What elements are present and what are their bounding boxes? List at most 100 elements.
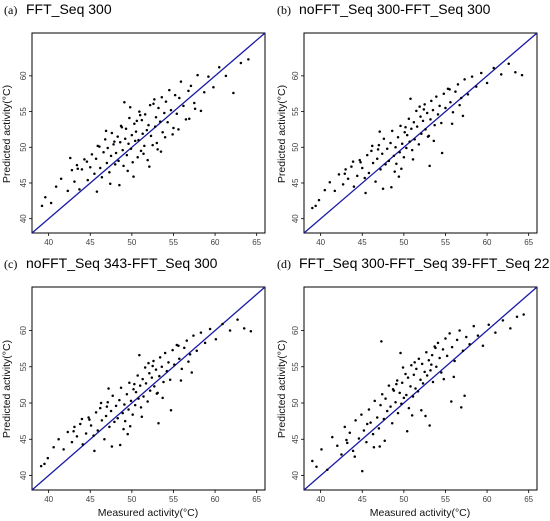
data-point xyxy=(114,404,118,408)
data-point xyxy=(79,422,82,426)
data-point xyxy=(138,113,142,117)
data-point xyxy=(62,448,65,451)
x-tick-label: 45 xyxy=(86,238,95,247)
data-point xyxy=(453,359,456,363)
data-point xyxy=(399,351,402,355)
x-tick-label: 45 xyxy=(358,238,367,247)
data-point xyxy=(371,432,375,436)
data-point xyxy=(376,148,380,151)
y-tick-label: 60 xyxy=(19,71,28,80)
data-point xyxy=(472,324,476,328)
data-point xyxy=(75,435,79,438)
data-point xyxy=(113,163,117,166)
y-tick-label: 45 xyxy=(291,434,300,443)
data-point xyxy=(424,128,427,131)
x-tick-label: 60 xyxy=(483,495,492,504)
data-point xyxy=(429,369,432,372)
x-axis-label: Measured activity(°C) xyxy=(98,507,198,519)
y-tick-label: 60 xyxy=(291,326,300,335)
data-point xyxy=(249,329,253,333)
data-point xyxy=(429,118,432,121)
data-point xyxy=(400,142,404,145)
data-point xyxy=(168,378,172,382)
data-point xyxy=(217,66,221,69)
data-point xyxy=(232,91,235,95)
data-point xyxy=(481,344,485,347)
data-point xyxy=(132,387,135,391)
data-point xyxy=(163,351,167,355)
data-point xyxy=(396,136,400,139)
x-tick-label: 50 xyxy=(399,238,408,247)
data-point xyxy=(76,167,80,170)
x-tick-label: 65 xyxy=(252,495,261,504)
x-tick-label: 65 xyxy=(524,238,533,247)
data-point xyxy=(377,143,381,147)
data-point xyxy=(380,393,384,396)
y-tick-label: 50 xyxy=(19,398,28,407)
data-point xyxy=(379,403,382,407)
y-tick-label: 45 xyxy=(291,178,300,187)
data-point xyxy=(171,348,174,352)
data-point xyxy=(425,351,428,354)
data-point xyxy=(159,150,163,153)
data-point xyxy=(116,135,119,138)
data-point xyxy=(146,400,149,403)
data-point xyxy=(454,90,457,93)
data-point xyxy=(448,88,451,91)
data-point xyxy=(434,346,437,350)
data-point xyxy=(89,424,93,427)
y-tick-label: 40 xyxy=(19,214,28,223)
data-point xyxy=(46,456,50,460)
chart-panel-4: 40 45 50 55 60 65 40 45 50 55 60 (d) FFT_Seq 300-FFT… xyxy=(276,255,550,519)
data-point xyxy=(442,92,446,95)
data-point xyxy=(440,371,443,374)
y-tick-label: 55 xyxy=(19,362,28,371)
data-point xyxy=(394,401,397,404)
data-point xyxy=(123,419,127,423)
data-point xyxy=(134,390,138,394)
data-point xyxy=(173,93,177,97)
data-point xyxy=(75,163,79,167)
data-point xyxy=(120,126,124,129)
data-point xyxy=(203,341,207,345)
data-point xyxy=(87,416,90,419)
panel-title: FFT_Seq 300 xyxy=(26,1,112,17)
data-point xyxy=(361,166,364,170)
data-point xyxy=(405,146,408,150)
data-point xyxy=(85,160,89,163)
data-point xyxy=(59,177,63,180)
data-point xyxy=(66,189,70,193)
data-point xyxy=(153,125,157,128)
data-point xyxy=(507,62,510,65)
reference-line xyxy=(32,287,265,490)
data-point xyxy=(460,406,463,409)
data-point xyxy=(195,349,199,353)
data-point xyxy=(93,449,96,453)
data-point xyxy=(413,138,416,141)
data-point xyxy=(311,459,314,463)
x-tick-label: 60 xyxy=(483,238,492,247)
data-point xyxy=(365,153,369,157)
data-point xyxy=(379,168,382,171)
data-point xyxy=(470,75,474,78)
data-point xyxy=(435,365,438,368)
data-point xyxy=(499,73,503,76)
data-point xyxy=(40,204,44,208)
data-point xyxy=(100,419,104,422)
data-point xyxy=(460,96,463,100)
data-point xyxy=(116,416,119,420)
data-point xyxy=(450,122,454,125)
data-point xyxy=(417,143,421,146)
y-tick-label: 55 xyxy=(291,107,300,116)
data-point xyxy=(157,422,160,425)
data-point xyxy=(43,462,46,466)
data-point xyxy=(94,157,98,160)
data-point xyxy=(440,151,444,155)
data-point xyxy=(111,394,114,397)
data-point xyxy=(346,177,350,180)
data-point xyxy=(375,416,379,419)
data-point xyxy=(428,164,431,168)
data-point xyxy=(421,382,425,385)
data-point xyxy=(80,168,84,171)
